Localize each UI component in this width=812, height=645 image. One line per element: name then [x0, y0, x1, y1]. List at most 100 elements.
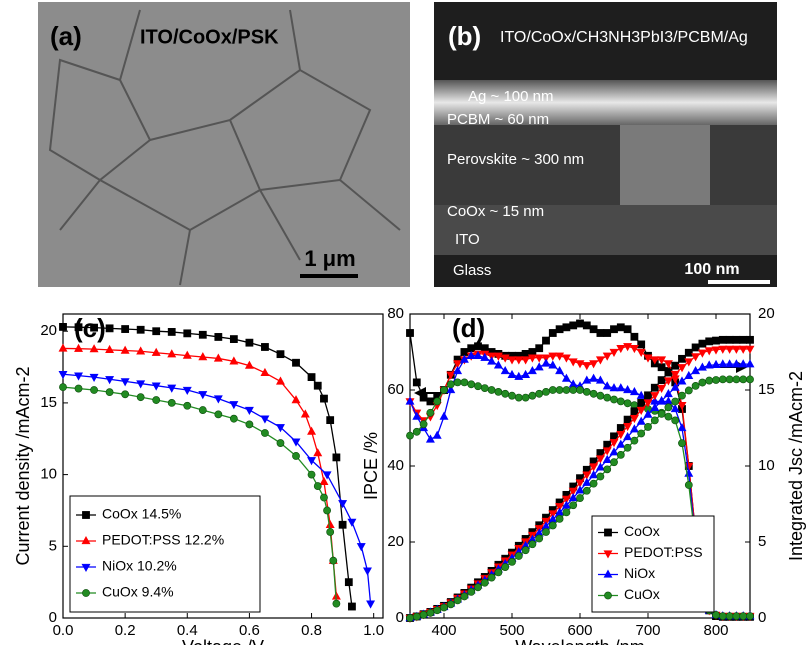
marker: [719, 613, 726, 620]
marker: [339, 521, 346, 528]
marker: [508, 558, 515, 565]
marker: [184, 330, 191, 337]
marker: [583, 362, 591, 369]
marker: [699, 340, 706, 347]
marker: [261, 429, 268, 436]
marker: [440, 604, 447, 611]
layer-label: CoOx ~ 15 nm: [447, 203, 544, 220]
marker: [168, 328, 175, 335]
y2-tick-label: 15: [758, 381, 775, 398]
marker: [672, 398, 679, 405]
layer-label: Glass: [453, 262, 491, 279]
legend-label: NiOx: [624, 565, 655, 581]
marker: [230, 335, 237, 342]
marker: [631, 333, 638, 340]
marker: [576, 494, 583, 501]
marker: [740, 376, 747, 383]
panel-title: ITO/CoOx/PSK: [140, 26, 279, 48]
marker: [726, 336, 733, 343]
marker: [413, 428, 420, 435]
marker: [474, 383, 481, 390]
marker: [699, 379, 706, 386]
marker: [685, 387, 692, 394]
layer-label: Ag ~ 100 nm: [468, 88, 553, 105]
marker: [529, 541, 536, 548]
marker: [746, 360, 754, 367]
legend-label: PEDOT:PSS: [624, 544, 703, 560]
marker: [665, 413, 672, 420]
scale-label: 100 nm: [684, 261, 739, 278]
marker: [678, 392, 685, 399]
marker: [665, 369, 672, 376]
marker: [502, 563, 509, 570]
marker: [644, 423, 651, 430]
y-axis-title: IPCE /%: [361, 432, 381, 500]
marker: [308, 471, 315, 478]
marker: [199, 331, 206, 338]
marker: [685, 372, 693, 379]
marker: [536, 535, 543, 542]
marker: [692, 344, 699, 351]
marker: [447, 601, 454, 608]
marker: [427, 609, 434, 616]
marker: [153, 396, 160, 403]
marker: [719, 376, 726, 383]
marker: [90, 386, 97, 393]
y-tick-label: 80: [387, 305, 404, 322]
marker: [706, 377, 713, 384]
marker: [348, 603, 355, 610]
legend-label: PEDOT:PSS 12.2%: [102, 532, 224, 548]
marker: [570, 322, 577, 329]
marker: [348, 519, 356, 526]
marker: [308, 373, 315, 380]
legend-label: CuOx: [624, 586, 660, 602]
marker: [230, 415, 237, 422]
marker: [314, 382, 321, 389]
marker: [434, 398, 441, 405]
layer-label: Perovskite ~ 300 nm: [447, 151, 584, 168]
marker: [82, 589, 89, 596]
y-tick-label: 0: [396, 609, 404, 626]
marker: [617, 384, 625, 391]
marker: [570, 386, 577, 393]
marker: [461, 348, 468, 355]
marker: [542, 337, 549, 344]
y-tick-label: 0: [49, 609, 57, 626]
marker: [515, 552, 522, 559]
marker: [610, 396, 617, 403]
y2-tick-label: 20: [758, 305, 775, 322]
marker: [508, 392, 515, 399]
marker: [576, 386, 583, 393]
panel-label: (a): [50, 21, 82, 51]
panel-label: (c): [74, 313, 106, 343]
marker: [638, 341, 645, 348]
marker: [59, 384, 66, 391]
marker: [590, 374, 598, 381]
marker: [746, 346, 754, 353]
marker: [433, 431, 441, 438]
marker: [314, 449, 322, 456]
panel-label: (d): [452, 313, 485, 343]
marker: [106, 389, 113, 396]
marker: [664, 361, 672, 368]
marker: [678, 355, 685, 362]
panel-title: ITO/CoOx/CH3NH3PbI3/PCBM/Ag: [500, 29, 748, 46]
marker: [746, 336, 753, 343]
marker: [461, 379, 468, 386]
marker: [277, 377, 285, 384]
marker: [246, 339, 253, 346]
marker: [726, 376, 733, 383]
marker: [454, 597, 461, 604]
marker: [292, 359, 299, 366]
x-tick-label: 0.8: [301, 622, 322, 639]
y2-tick-label: 0: [758, 609, 766, 626]
marker: [597, 329, 604, 336]
marker: [481, 385, 488, 392]
marker: [420, 421, 427, 428]
marker: [440, 386, 447, 393]
marker: [474, 584, 481, 591]
legend-label: CuOx 9.4%: [102, 584, 174, 600]
panel-a: (a) ITO/CoOx/PSK 1 μm: [38, 2, 410, 287]
marker: [515, 357, 523, 364]
marker: [59, 323, 66, 330]
